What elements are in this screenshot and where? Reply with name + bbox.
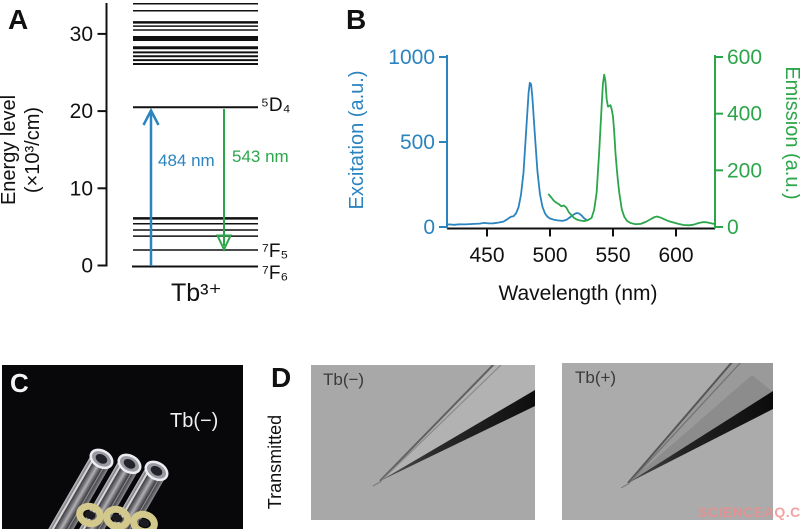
- tube-highlight: [2, 459, 94, 529]
- right-axis-title: Emission (a.u.): [781, 66, 800, 199]
- pipette-lumen-shading: [628, 375, 773, 483]
- level-label-7f5: ⁷F₅: [262, 241, 289, 262]
- pipette-upper-wall: [627, 363, 733, 484]
- x-axis-tick-label: 450: [469, 244, 504, 267]
- glass-tubes-photo: [2, 365, 243, 529]
- energy-axis-tick-label: 20: [70, 100, 93, 123]
- emission-arrowhead: [215, 234, 233, 252]
- pipette-lumen: [380, 365, 535, 481]
- energy-level-diagram: 0 10 20 30 Energy level (×10³/cm): [0, 3, 258, 278]
- ring-bore: [138, 518, 150, 528]
- pipette-upper-wall-inner: [628, 363, 742, 484]
- glass-tube: [23, 453, 142, 529]
- energy-axis-title-line1: Energy level: [0, 95, 20, 205]
- x-axis-tick-label: 550: [595, 244, 630, 267]
- level-label-5d4: ⁵D₄: [261, 95, 291, 116]
- panel-b-label: B: [346, 4, 367, 35]
- pipette-upper-wall-inner: [380, 365, 502, 482]
- panel-d-left-caption: Tb(−): [323, 370, 365, 389]
- excitation-wavelength-label: 484 nm: [158, 151, 215, 170]
- tube-bore: [150, 466, 163, 476]
- left-axis-tick-label: 500: [400, 131, 435, 154]
- tube-highlight: [66, 477, 160, 529]
- panel-d-label: D: [271, 362, 292, 393]
- pipette-image-tb-minus: [311, 365, 535, 520]
- pipette-tip-shadow: [372, 480, 382, 487]
- glass-tube: [2, 448, 114, 529]
- tube-highlight: [39, 470, 133, 529]
- pipette-tip-shadow: [620, 482, 630, 489]
- tube-highlight: [11, 465, 105, 529]
- glass-tube: [50, 460, 169, 529]
- energy-axis-tick-label: 0: [81, 255, 93, 278]
- energy-axis-tick-label: 30: [70, 23, 93, 46]
- right-axis-tick-label: 200: [727, 159, 762, 182]
- right-axis-tick-label: 400: [727, 103, 762, 126]
- level-label-7f6: ⁷F₆: [262, 263, 289, 284]
- right-axis-tick-label: 0: [727, 216, 739, 239]
- yellow-ring-tube-end: [76, 502, 104, 528]
- pipette-lower-wall: [380, 390, 535, 481]
- transmitted-row-label: Transmitted: [265, 414, 285, 510]
- pipette-lower-wall: [628, 391, 773, 483]
- tube-bore: [123, 459, 136, 469]
- glass-tubes-illustration: [2, 448, 169, 529]
- ion-label: Tb³⁺: [171, 279, 222, 307]
- panel-c-caption: Tb(−): [170, 410, 219, 432]
- panel-a-label: A: [8, 4, 29, 35]
- panel-c-label: C: [10, 368, 29, 398]
- energy-axis-tick-label: 10: [70, 177, 93, 200]
- yellow-ring-tube-end: [103, 505, 131, 529]
- excitation-curve: [446, 81, 588, 226]
- left-axis-tick-label: 1000: [388, 46, 435, 69]
- ring-bore: [84, 510, 96, 520]
- right-axis-tick-label: 600: [727, 46, 762, 69]
- x-axis-title: Wavelength (nm): [498, 282, 657, 305]
- x-axis-tick-label: 500: [532, 244, 567, 267]
- emission-curve: [547, 73, 716, 227]
- tube-highlight: [55, 471, 149, 529]
- energy-axis-title-line2: (×10³/cm): [22, 107, 44, 193]
- pipette-upper-wall: [379, 365, 495, 482]
- yellow-ring-tube-end: [130, 510, 158, 529]
- tube-highlight: [28, 464, 122, 529]
- panel-d-right-caption: Tb(+): [575, 368, 617, 387]
- site-watermark: SCIENCEAQ.COM: [698, 504, 800, 520]
- ring-bore: [111, 513, 123, 523]
- tube-bore: [95, 454, 108, 464]
- pipette-image-tb-plus: [562, 363, 773, 520]
- excitation-arrowhead: [142, 107, 160, 126]
- emission-wavelength-label: 543 nm: [232, 147, 289, 166]
- left-axis-tick-label: 0: [423, 216, 435, 239]
- x-axis-tick-label: 600: [658, 244, 693, 267]
- left-axis-title: Excitation (a.u.): [346, 71, 368, 210]
